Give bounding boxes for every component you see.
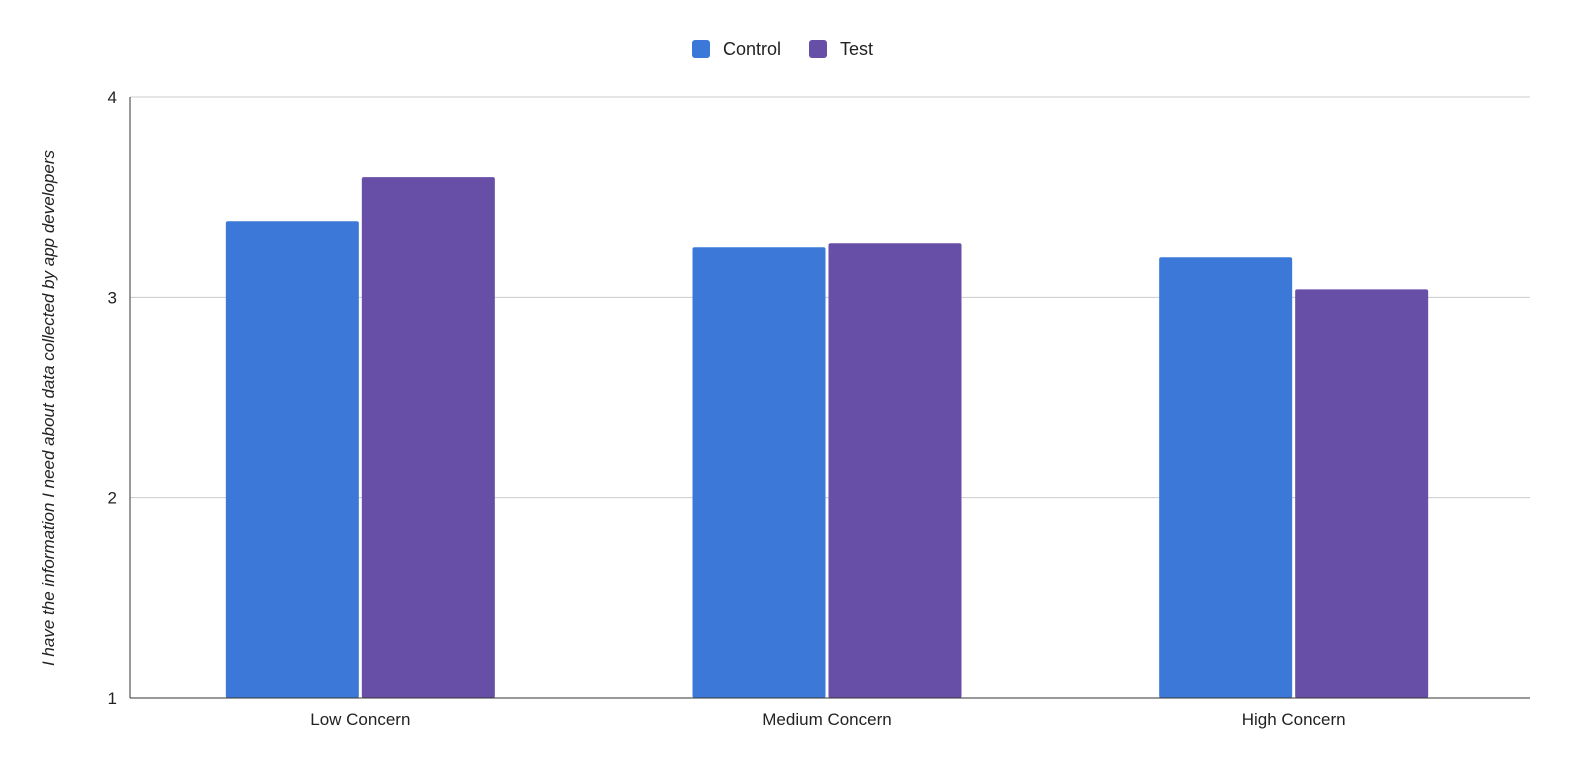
x-category-label: Medium Concern [762,710,891,729]
legend-swatch-test [809,40,827,58]
bar-test-0 [361,177,495,699]
y-axis-title: I have the information I need about data… [39,149,58,666]
axes: 1 2 3 4 Low Concern Medium Concern High Concer… [108,88,1530,729]
legend-swatch-control [692,40,710,58]
bars [225,177,1429,699]
legend: Control Test [692,39,873,59]
bar-control-0 [225,221,359,698]
y-tick-label: 3 [108,288,117,307]
x-category-label: High Concern [1242,710,1346,729]
bar-test-1 [828,243,962,698]
bar-control-2 [1159,257,1293,698]
bar-test-2 [1295,289,1429,698]
x-category-label: Low Concern [310,710,410,729]
y-tick-label: 2 [108,489,117,508]
legend-label-control: Control [723,39,781,59]
y-tick-label: 1 [108,689,117,708]
legend-label-test: Test [840,39,873,59]
y-tick-label: 4 [108,88,117,107]
bar-control-1 [692,247,826,698]
